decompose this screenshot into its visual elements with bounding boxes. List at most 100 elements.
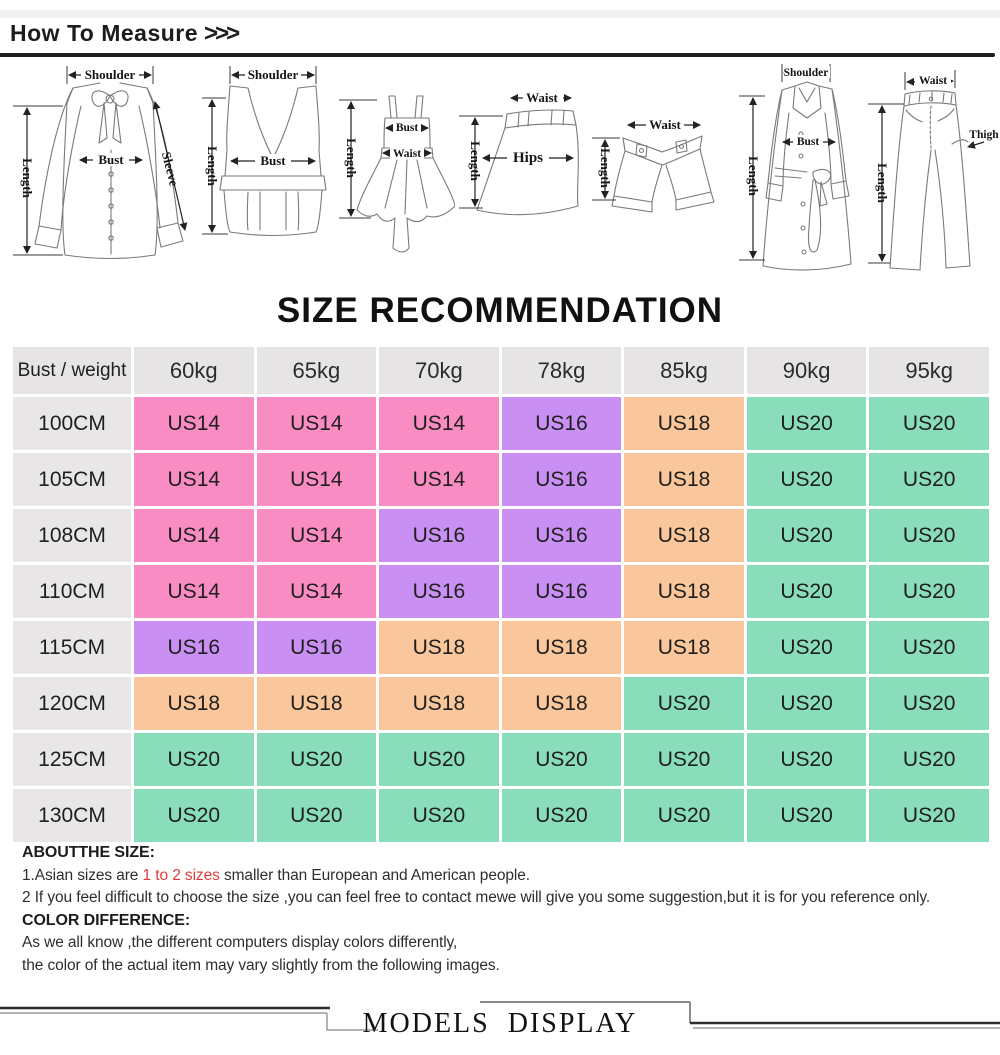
size-cell: US20 — [869, 509, 989, 562]
table-row: 115CM US16 US16 US18 US18 US18 US20 US20 — [13, 621, 989, 674]
skirt-waist-label: Waist — [526, 90, 558, 105]
size-cell: US20 — [746, 509, 867, 562]
size-cell: US14 — [134, 453, 254, 506]
size-cell: US14 — [256, 565, 377, 618]
size-cell: US18 — [624, 453, 744, 506]
column-header: 95kg — [869, 347, 989, 394]
title-underline — [0, 53, 995, 57]
size-cell: US16 — [256, 621, 377, 674]
size-cell: US20 — [746, 789, 867, 842]
dress-bust-label: Bust — [396, 122, 419, 134]
skirt-hips-label: Hips — [513, 150, 543, 166]
about-size-note-1: 1.Asian sizes are 1 to 2 sizes smaller t… — [22, 865, 982, 888]
diagram-shorts: Waist Length — [592, 117, 715, 213]
table-row: 100CM US14 US14 US14 US16 US18 US20 US20 — [13, 397, 989, 450]
size-cell: US20 — [501, 733, 622, 786]
about-size-note-2: 2 If you feel difficult to choose the si… — [22, 889, 931, 906]
dress-waist-label: Waist — [393, 148, 421, 160]
size-cell: US16 — [379, 509, 499, 562]
size-cell: US18 — [501, 677, 622, 730]
size-cell: US18 — [379, 677, 499, 730]
table-row: 130CM US20 US20 US20 US20 US20 US20 US20 — [13, 789, 989, 842]
note1-highlight: 1 to 2 sizes — [142, 866, 220, 884]
column-header: 70kg — [379, 347, 499, 394]
pants-waist-label: Waist — [919, 75, 947, 87]
column-header: 85kg — [624, 347, 744, 394]
diagram-pants: Waist Thigh Length — [868, 70, 999, 271]
vest-shoulder-label: Shoulder — [248, 67, 299, 82]
size-cell: US18 — [134, 677, 254, 730]
column-header: 78kg — [501, 347, 622, 394]
size-cell: US18 — [379, 621, 499, 674]
size-cell: US18 — [624, 565, 744, 618]
chevron-right-icon: >>> — [204, 20, 240, 47]
size-cell: US20 — [501, 789, 622, 842]
size-cell: US20 — [134, 789, 254, 842]
size-cell: US20 — [624, 733, 744, 786]
size-cell: US20 — [746, 565, 867, 618]
size-cell: US18 — [624, 509, 744, 562]
column-header: 60kg — [134, 347, 254, 394]
size-cell: US16 — [501, 509, 622, 562]
blouse-sleeve-label: Sleeve — [159, 150, 182, 187]
size-cell: US14 — [379, 453, 499, 506]
coat-bust-label: Bust — [797, 136, 820, 148]
size-cell: US18 — [501, 621, 622, 674]
size-cell: US14 — [134, 397, 254, 450]
size-cell: US20 — [869, 621, 989, 674]
size-cell: US20 — [869, 565, 989, 618]
size-cell: US14 — [134, 509, 254, 562]
size-cell: US14 — [256, 397, 377, 450]
notes-section: ABOUTTHE SIZE: 1.Asian sizes are 1 to 2 … — [22, 842, 982, 977]
size-cell: US20 — [746, 677, 867, 730]
size-cell: US16 — [134, 621, 254, 674]
size-cell: US20 — [379, 789, 499, 842]
color-difference-note-1: As we all know ,the different computers … — [22, 934, 458, 951]
size-cell: US20 — [746, 397, 867, 450]
diagram-vest: Shoulder Length Bust — [202, 66, 327, 237]
size-cell: US18 — [256, 677, 377, 730]
top-divider-strip — [0, 10, 1000, 18]
size-cell: US16 — [501, 397, 622, 450]
note1-prefix: 1.Asian sizes are — [22, 866, 143, 884]
table-row: 125CM US20 US20 US20 US20 US20 US20 US20 — [13, 733, 989, 786]
diagram-dress: Bust Waist Length — [339, 95, 455, 253]
vest-bust-label: Bust — [260, 153, 286, 168]
size-table-header-row: Bust / weight 60kg 65kg 70kg 78kg 85kg 90kg 95… — [13, 347, 989, 394]
size-cell: US20 — [624, 677, 744, 730]
dress-length-label: Length — [344, 138, 359, 179]
about-size-title: ABOUTTHE SIZE: — [22, 844, 155, 861]
vest-length-label: Length — [205, 146, 220, 187]
row-label: 130CM — [13, 789, 131, 842]
size-cell: US20 — [256, 733, 377, 786]
coat-shoulder-label: Shoulder — [784, 67, 829, 79]
size-cell: US20 — [869, 789, 989, 842]
size-recommendation-title: SIZE RECOMMENDATION — [276, 291, 724, 330]
pants-thigh-label: Thigh — [969, 129, 999, 141]
size-cell: US14 — [134, 565, 254, 618]
size-cell: US18 — [624, 621, 744, 674]
corner-header-cell: Bust / weight — [13, 347, 131, 394]
note1-suffix: smaller than European and American peopl… — [219, 866, 530, 884]
color-difference-note-2: the color of the actual item may vary sl… — [22, 956, 500, 974]
table-row: 120CM US18 US18 US18 US18 US20 US20 US20 — [13, 677, 989, 730]
shorts-length-label: Length — [598, 148, 613, 189]
pants-length-label: Length — [875, 163, 890, 204]
diagram-skirt: Waist Hips Length — [459, 90, 579, 216]
shorts-waist-label: Waist — [649, 117, 681, 132]
row-label: 125CM — [13, 733, 131, 786]
size-cell: US20 — [746, 453, 867, 506]
table-row: 108CM US14 US14 US16 US16 US18 US20 US20 — [13, 509, 989, 562]
diagram-blouse: Shoulder Length Bust Sleeve — [13, 66, 188, 260]
row-label: 108CM — [13, 509, 131, 562]
size-cell: US20 — [624, 789, 744, 842]
row-label: 110CM — [13, 565, 131, 618]
size-cell: US16 — [379, 565, 499, 618]
row-label: 120CM — [13, 677, 131, 730]
table-row: 105CM US14 US14 US14 US16 US18 US20 US20 — [13, 453, 989, 506]
color-difference-title: COLOR DIFFERENCE: — [22, 911, 191, 929]
size-cell: US20 — [746, 733, 867, 786]
size-table-body: 100CM US14 US14 US14 US16 US18 US20 US20 105CM US… — [13, 397, 989, 842]
row-label: 105CM — [13, 453, 131, 506]
